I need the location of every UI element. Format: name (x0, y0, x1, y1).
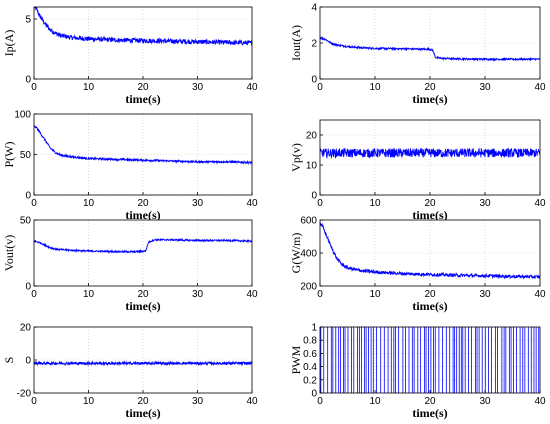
x-tick-label: 20 (424, 82, 436, 93)
x-axis-label: time(s) (125, 208, 160, 222)
x-axis-label: time(s) (125, 299, 160, 313)
y-tick-label: 0 (25, 75, 31, 86)
y-tick-label: 0.6 (303, 349, 317, 360)
x-tick-label: 20 (424, 289, 436, 300)
x-axis-label: time(s) (412, 406, 447, 420)
x-tick-label: 10 (369, 82, 381, 93)
subplot-3: 0 10 20 30 40 0 50 100 time(s) P(W) (2, 110, 258, 223)
x-tick-label: 40 (246, 396, 258, 407)
x-tick-label: 20 (137, 82, 149, 93)
y-axis-label: Vp(v) (289, 143, 303, 172)
y-tick-label: 0 (25, 282, 31, 293)
x-tick-label: 10 (83, 198, 95, 209)
x-tick-label: 40 (246, 198, 258, 209)
y-tick-label: 0 (311, 75, 317, 86)
y-tick-label: 20 (306, 131, 318, 142)
x-tick-label: 30 (192, 289, 204, 300)
series-line (33, 360, 253, 367)
series-line (33, 6, 253, 46)
x-axis-label: time(s) (125, 406, 160, 420)
x-tick-label: 20 (137, 198, 149, 209)
x-tick-label: 30 (479, 396, 491, 407)
y-tick-label: 200 (300, 282, 317, 293)
x-tick-label: 40 (246, 289, 258, 300)
x-tick-label: 10 (369, 289, 381, 300)
y-tick-label: 0 (311, 389, 317, 400)
x-tick-label: 30 (192, 396, 204, 407)
x-axis-label: time(s) (412, 92, 447, 106)
x-tick-label: 40 (534, 289, 546, 300)
x-tick-label: 0 (317, 198, 323, 209)
y-axis-label: P(W) (2, 142, 16, 168)
x-tick-label: 0 (31, 289, 37, 300)
series-line (319, 221, 541, 280)
x-tick-label: 0 (317, 82, 323, 93)
x-tick-label: 40 (246, 82, 258, 93)
x-tick-label: 30 (192, 82, 204, 93)
y-tick-label: 5 (25, 15, 31, 26)
y-tick-label: 400 (300, 249, 317, 260)
x-tick-label: 30 (479, 289, 491, 300)
y-tick-label: 50 (20, 150, 32, 161)
y-tick-label: 0 (311, 191, 317, 202)
x-tick-label: 30 (479, 198, 491, 209)
x-tick-label: 40 (534, 82, 546, 93)
x-tick-label: 10 (83, 396, 95, 407)
y-tick-label: 2 (311, 39, 317, 50)
x-tick-label: 10 (369, 198, 381, 209)
x-axis-label: time(s) (125, 92, 160, 106)
y-tick-label: 0.4 (303, 362, 317, 373)
x-tick-label: 0 (317, 289, 323, 300)
subplot-6: 0 10 20 30 40 200 400 600 time(s) G(W/m) (289, 216, 546, 314)
x-tick-label: 20 (424, 396, 436, 407)
y-tick-label: 50 (20, 216, 32, 227)
y-axis-label: Iout(A) (289, 25, 303, 61)
x-tick-label: 30 (479, 82, 491, 93)
y-tick-label: 0.8 (303, 336, 317, 347)
x-tick-label: 10 (83, 289, 95, 300)
y-tick-label: 1 (311, 323, 317, 334)
x-tick-label: 30 (192, 198, 204, 209)
x-tick-label: 40 (534, 396, 546, 407)
x-tick-label: 0 (31, 82, 37, 93)
x-tick-label: 0 (31, 396, 37, 407)
x-tick-label: 0 (31, 198, 37, 209)
y-tick-label: 4 (311, 3, 317, 14)
subplot-5: 0 10 20 30 40 0 50 time(s) Vout(v) (2, 216, 258, 314)
y-axis-label: S (2, 357, 16, 364)
series-line (319, 147, 541, 160)
x-tick-label: 0 (317, 396, 323, 407)
y-axis-label: PWM (289, 345, 303, 374)
x-tick-label: 20 (137, 289, 149, 300)
x-tick-label: 10 (83, 82, 95, 93)
x-tick-label: 10 (369, 396, 381, 407)
y-tick-label: 20 (20, 323, 32, 334)
subplot-1: 0 10 20 30 40 0 5 time(s) Ip(A) (2, 6, 258, 106)
y-tick-label: 100 (14, 110, 31, 121)
y-tick-label: 0.2 (303, 375, 317, 386)
y-tick-label: -20 (17, 389, 32, 400)
y-tick-label: 600 (300, 216, 317, 227)
y-axis-label: Ip(A) (2, 30, 16, 57)
x-axis-label: time(s) (412, 208, 447, 222)
y-tick-label: 0 (25, 356, 31, 367)
subplot-2: 0 10 20 30 40 0 2 4 time(s) Iout(A) (289, 3, 546, 107)
y-tick-label: 10 (306, 161, 318, 172)
y-tick-label: 0 (25, 191, 31, 202)
x-tick-label: 20 (424, 198, 436, 209)
x-axis-label: time(s) (412, 299, 447, 313)
series-line (33, 125, 253, 166)
x-tick-label: 20 (137, 396, 149, 407)
series-line (33, 237, 253, 254)
y-axis-label: Vout(v) (2, 235, 16, 271)
y-axis-label: G(W/m) (289, 233, 303, 274)
series-line (319, 36, 541, 62)
x-tick-label: 40 (534, 198, 546, 209)
